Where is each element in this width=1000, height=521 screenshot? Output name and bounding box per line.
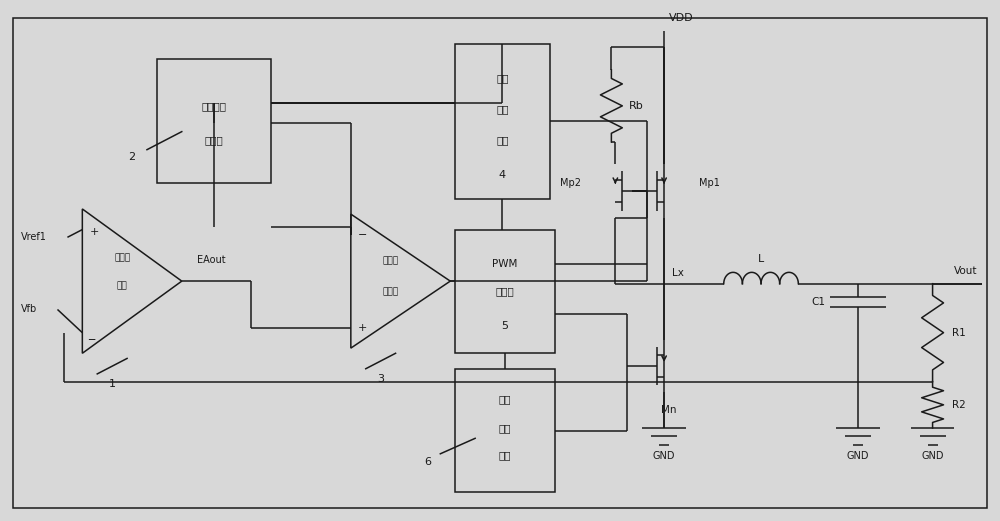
Text: 检测: 检测 xyxy=(496,73,509,83)
Text: Vref1: Vref1 xyxy=(21,232,47,242)
Text: 比较器: 比较器 xyxy=(383,287,399,296)
Text: 3: 3 xyxy=(377,374,384,384)
Text: 1: 1 xyxy=(109,379,116,389)
Text: EAout: EAout xyxy=(197,255,225,266)
Bar xyxy=(455,369,555,492)
Text: Lx: Lx xyxy=(672,268,684,278)
Text: 大器: 大器 xyxy=(117,282,127,291)
Text: +: + xyxy=(90,227,99,237)
Text: 控制器: 控制器 xyxy=(496,287,514,296)
Text: 产生器: 产生器 xyxy=(205,135,223,145)
Text: 6: 6 xyxy=(424,456,431,466)
Text: C1: C1 xyxy=(811,297,825,307)
Text: 时钟信号: 时钟信号 xyxy=(202,102,227,111)
Text: PWM: PWM xyxy=(492,259,518,269)
Text: GND: GND xyxy=(653,451,675,462)
Text: 过零: 过零 xyxy=(499,395,511,405)
Text: L: L xyxy=(758,254,764,264)
Text: 单元: 单元 xyxy=(496,135,509,145)
Text: 检测: 检测 xyxy=(499,423,511,433)
Text: +: + xyxy=(358,322,367,332)
Text: Vout: Vout xyxy=(954,266,977,276)
Text: _: _ xyxy=(88,327,94,340)
Text: Rb: Rb xyxy=(629,101,644,111)
Text: 补偿: 补偿 xyxy=(496,104,509,114)
Text: 误差放: 误差放 xyxy=(114,253,130,263)
Bar xyxy=(455,230,555,353)
Text: 电路: 电路 xyxy=(499,450,511,461)
Text: R2: R2 xyxy=(952,400,966,410)
Text: −: − xyxy=(358,230,367,240)
Bar xyxy=(455,44,550,199)
Text: 5: 5 xyxy=(501,321,508,331)
Text: Vfb: Vfb xyxy=(21,304,37,315)
Text: Mp1: Mp1 xyxy=(699,178,720,188)
Text: GND: GND xyxy=(847,451,869,462)
Text: Mp2: Mp2 xyxy=(560,178,581,188)
Bar xyxy=(157,59,271,183)
Text: 4: 4 xyxy=(499,170,506,180)
Text: 2: 2 xyxy=(128,153,136,163)
Text: VDD: VDD xyxy=(669,14,694,23)
Text: Mn: Mn xyxy=(661,405,677,415)
Text: R1: R1 xyxy=(952,328,966,338)
Text: GND: GND xyxy=(921,451,944,462)
Text: －第一: －第一 xyxy=(383,256,399,265)
